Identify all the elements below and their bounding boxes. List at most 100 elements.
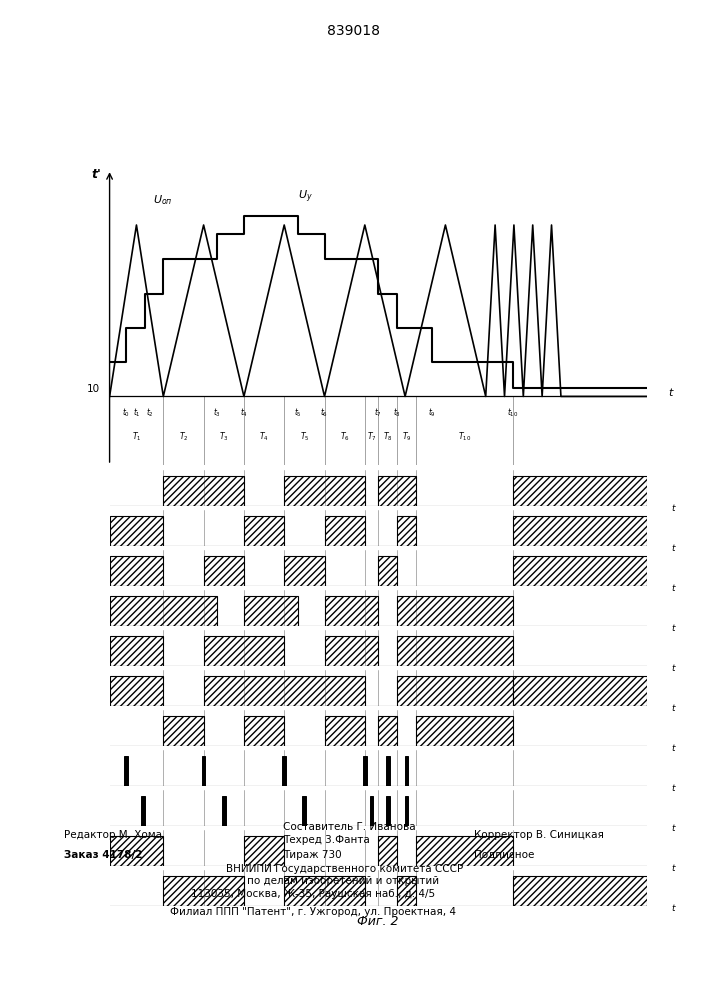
Bar <box>204 636 284 666</box>
Bar <box>284 876 365 906</box>
Text: $t_6$: $t_6$ <box>320 406 329 419</box>
Bar <box>325 516 365 546</box>
Text: $T_7$: $T_7$ <box>367 430 376 443</box>
Text: ВНИИПИ Государственного комитета СССР: ВНИИПИ Государственного комитета СССР <box>226 864 464 874</box>
Bar <box>325 716 365 746</box>
Text: $t_2$: $t_2$ <box>146 406 154 419</box>
Bar <box>110 516 163 546</box>
Bar <box>386 796 390 826</box>
Text: $t_8$: $t_8$ <box>393 406 401 419</box>
Bar <box>378 556 397 586</box>
Text: Заказ 4178/2: Заказ 4178/2 <box>64 850 142 860</box>
Bar <box>110 636 163 666</box>
Text: 113035, Москва, Ж-35, Раушская наб., д. 4/5: 113035, Москва, Ж-35, Раушская наб., д. … <box>191 889 435 899</box>
Text: t: t <box>671 744 674 753</box>
Text: $t_5$: $t_5$ <box>293 406 302 419</box>
Text: Техред 3.Фанта: Техред 3.Фанта <box>283 835 370 845</box>
Text: $t_9$: $t_9$ <box>428 406 436 419</box>
Text: t: t <box>671 504 674 513</box>
Bar <box>363 756 367 786</box>
Text: $T_3$: $T_3$ <box>219 430 228 443</box>
Text: Филиал ППП "Патент", г. Ужгород, ул. Проектная, 4: Филиал ППП "Патент", г. Ужгород, ул. Про… <box>170 907 456 917</box>
Bar <box>284 476 365 506</box>
Bar <box>222 796 226 826</box>
Bar <box>370 796 373 826</box>
Bar <box>397 676 513 706</box>
Text: Редактор М. Хома: Редактор М. Хома <box>64 830 162 840</box>
Bar <box>110 556 163 586</box>
Bar <box>244 596 298 626</box>
Bar <box>284 556 325 586</box>
Text: Составитель Г. Иванова: Составитель Г. Иванова <box>283 822 416 832</box>
Bar <box>325 636 378 666</box>
Text: Подписное: Подписное <box>474 850 534 860</box>
Bar <box>378 476 416 506</box>
Bar <box>124 756 127 786</box>
Bar <box>244 716 284 746</box>
Bar <box>404 756 409 786</box>
Text: $t_4$: $t_4$ <box>240 406 248 419</box>
Bar <box>204 676 365 706</box>
Text: t: t <box>671 624 674 633</box>
Text: $T_1$: $T_1$ <box>132 430 141 443</box>
Bar <box>110 676 163 706</box>
Text: Корректор В. Синицкая: Корректор В. Синицкая <box>474 830 604 840</box>
Text: по делам изобретений и открытий: по делам изобретений и открытий <box>247 876 440 886</box>
Text: $U_{оп}$: $U_{оп}$ <box>153 194 173 207</box>
Bar <box>244 836 284 866</box>
Bar <box>204 556 244 586</box>
Bar <box>244 516 284 546</box>
Bar <box>416 716 513 746</box>
Text: t: t <box>671 824 674 833</box>
Bar <box>163 876 244 906</box>
Bar <box>397 876 416 906</box>
Bar <box>513 516 647 546</box>
Bar <box>163 476 244 506</box>
Bar <box>201 756 206 786</box>
Text: $T_8$: $T_8$ <box>382 430 392 443</box>
Bar <box>513 876 647 906</box>
Text: $T_5$: $T_5$ <box>300 430 309 443</box>
Text: $T_6$: $T_6$ <box>340 430 349 443</box>
Text: t: t <box>671 544 674 553</box>
Bar <box>386 756 390 786</box>
Bar <box>110 836 163 866</box>
Bar <box>282 756 286 786</box>
Text: t: t <box>671 784 674 793</box>
Bar <box>141 796 145 826</box>
Bar <box>397 516 416 546</box>
Bar <box>416 836 513 866</box>
Bar <box>378 716 397 746</box>
Text: $t_3$: $t_3$ <box>213 406 221 419</box>
Bar <box>378 836 397 866</box>
Text: $t_{10}$: $t_{10}$ <box>507 406 518 419</box>
Text: t: t <box>671 864 674 873</box>
Text: $T_2$: $T_2$ <box>179 430 188 443</box>
Text: 10: 10 <box>87 384 100 394</box>
Text: t: t <box>671 664 674 673</box>
Bar <box>513 676 647 706</box>
Text: t: t <box>671 584 674 593</box>
Bar <box>513 476 647 506</box>
Bar <box>110 596 217 626</box>
Text: $t_1$: $t_1$ <box>132 406 141 419</box>
Text: $U_y$: $U_y$ <box>298 189 312 205</box>
Text: t: t <box>668 388 673 398</box>
Text: t: t <box>671 704 674 713</box>
Bar <box>404 796 409 826</box>
Text: $t_0$: $t_0$ <box>122 406 130 419</box>
Text: $T_4$: $T_4$ <box>259 430 269 443</box>
Text: 839018: 839018 <box>327 24 380 38</box>
Bar <box>513 556 647 586</box>
Bar <box>325 596 378 626</box>
Text: $T_9$: $T_9$ <box>402 430 411 443</box>
Bar <box>397 636 513 666</box>
Bar <box>397 596 513 626</box>
Text: Фиг. 2: Фиг. 2 <box>358 915 399 928</box>
Bar <box>163 716 204 746</box>
Bar <box>303 796 306 826</box>
Text: t: t <box>671 904 674 913</box>
Text: $t_7$: $t_7$ <box>374 406 382 419</box>
Text: t': t' <box>91 168 101 181</box>
Text: Тираж 730: Тираж 730 <box>283 850 341 860</box>
